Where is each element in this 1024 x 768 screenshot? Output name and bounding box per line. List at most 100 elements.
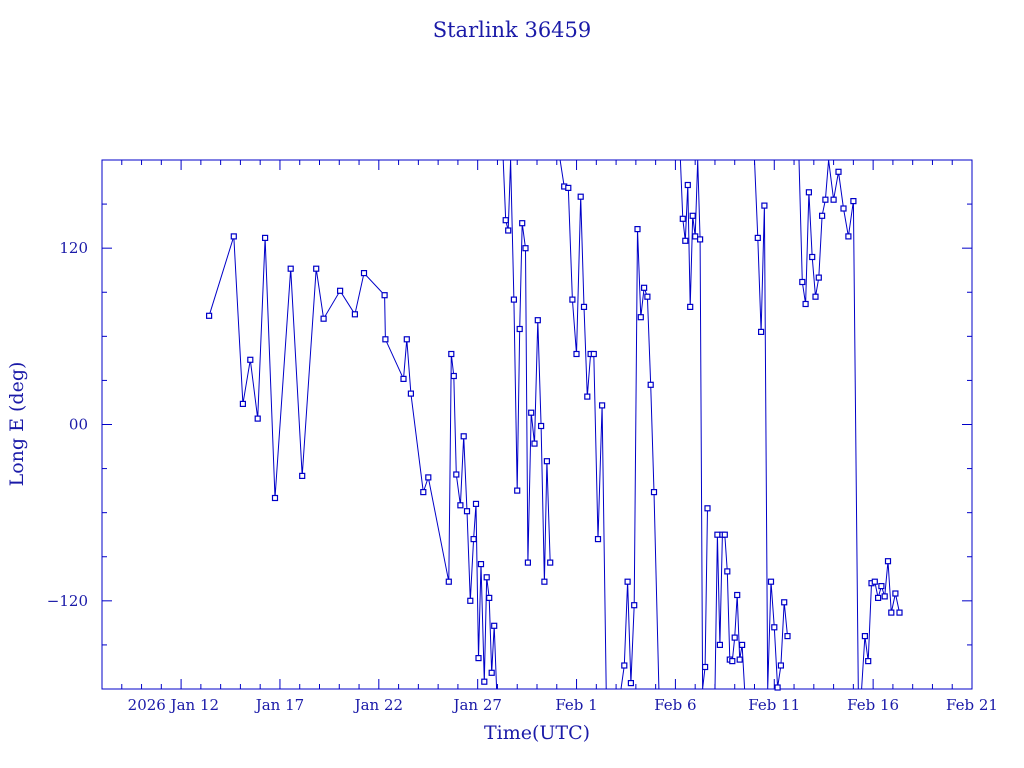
data-point (818, 212, 826, 219)
data-point (457, 502, 464, 509)
series-line-3 (559, 160, 607, 689)
data-point (835, 168, 842, 175)
data-point (271, 494, 279, 502)
data-point (382, 336, 389, 343)
data-point (420, 489, 427, 496)
data-point (815, 274, 822, 281)
y-tick-label: −120 (47, 592, 88, 610)
x-tick-label: Feb 6 (654, 696, 696, 714)
data-point (799, 278, 806, 286)
data-point (230, 233, 237, 240)
data-point (650, 489, 658, 496)
data-point (682, 237, 689, 244)
data-point (528, 409, 535, 416)
data-point (687, 303, 694, 310)
data-point (470, 535, 477, 543)
data-point (337, 287, 344, 294)
y-tick-label: 00 (69, 416, 88, 434)
data-point (541, 578, 548, 585)
data-point (287, 265, 294, 272)
data-point (692, 233, 699, 240)
data-point (884, 558, 892, 565)
data-point (802, 300, 809, 308)
data-point (624, 578, 631, 585)
data-point (874, 594, 882, 602)
data-point (809, 253, 816, 261)
data-point (704, 505, 711, 512)
x-tick-label: Feb 21 (946, 696, 998, 714)
data-point (522, 245, 529, 252)
data-point (881, 593, 888, 600)
x-tick-label: 2026 Jan 12 (128, 696, 219, 714)
x-axis: 2026 Jan 12 Jan 17 Jan 22 Jan 27 Feb 1 Feb 6 F… (101, 160, 998, 714)
data-point (724, 568, 731, 575)
data-point (850, 198, 857, 205)
data-point (400, 375, 407, 382)
data-point (822, 196, 829, 203)
data-point (594, 535, 602, 543)
data-point (491, 622, 498, 629)
data-point (621, 662, 628, 669)
data-point (888, 609, 895, 616)
data-point (684, 181, 691, 189)
series-line-2 (502, 160, 551, 582)
data-point (754, 234, 761, 241)
data-point (463, 508, 471, 515)
x-tick-label: Jan 17 (254, 696, 304, 714)
data-point (445, 578, 452, 585)
x-tick-label: Jan 22 (353, 696, 403, 714)
data-point (878, 582, 885, 590)
data-point (519, 220, 526, 227)
data-point (679, 215, 686, 222)
data-point (865, 657, 872, 665)
data-point (840, 205, 847, 212)
data-point (514, 487, 521, 494)
series-line-5 (679, 160, 708, 689)
data-point (360, 270, 368, 277)
data-point (351, 311, 358, 318)
data-point (239, 400, 246, 407)
data-point (812, 293, 819, 300)
x-tick-label: Feb 1 (555, 696, 597, 714)
data-point (805, 189, 813, 196)
data-point (845, 233, 852, 240)
data-point (502, 217, 509, 224)
plot-area (206, 160, 903, 691)
data-point (537, 422, 545, 430)
data-point (475, 654, 482, 662)
data-point (757, 328, 765, 335)
data-point (299, 472, 306, 479)
data-point (534, 317, 541, 324)
y-tick-label: 120 (59, 239, 88, 257)
data-point (781, 599, 788, 606)
series-line-4 (620, 229, 660, 689)
data-point (634, 226, 641, 233)
data-point (689, 212, 696, 219)
y-axis-label: Long E (deg) (6, 362, 28, 487)
y-axis: 120 00 −120 (47, 159, 972, 690)
data-point (871, 578, 878, 585)
data-point (505, 227, 512, 234)
data-point (472, 500, 480, 507)
data-point (892, 590, 899, 597)
data-point (524, 559, 532, 566)
data-point (584, 393, 591, 400)
data-point (729, 657, 736, 665)
data-point (407, 390, 414, 397)
data-point (565, 184, 572, 191)
data-point (577, 193, 584, 200)
data-point (598, 402, 606, 409)
data-point (830, 196, 837, 203)
data-point (784, 632, 791, 640)
data-point (637, 314, 644, 321)
data-point (516, 325, 523, 333)
data-point (543, 458, 551, 465)
data-point (448, 350, 455, 358)
series-line-1 (208, 236, 498, 689)
data-point (381, 292, 388, 299)
series-line-6 (714, 534, 748, 689)
data-point (262, 234, 269, 241)
data-point (450, 372, 457, 380)
x-axis-label: Time(UTC) (484, 722, 590, 744)
